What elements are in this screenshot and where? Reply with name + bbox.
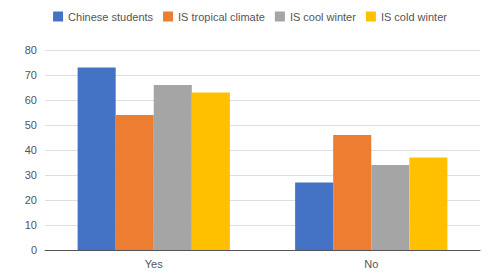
svg-text:Chinese students: Chinese students xyxy=(68,11,153,23)
svg-text:No: No xyxy=(364,258,378,270)
svg-text:40: 40 xyxy=(25,144,37,156)
svg-text:30: 30 xyxy=(25,169,37,181)
svg-text:10: 10 xyxy=(25,219,37,231)
svg-text:50: 50 xyxy=(25,119,37,131)
svg-text:IS cold winter: IS cold winter xyxy=(381,11,447,23)
svg-text:Yes: Yes xyxy=(145,258,163,270)
svg-text:IS cool winter: IS cool winter xyxy=(290,11,356,23)
svg-text:70: 70 xyxy=(25,69,37,81)
svg-text:20: 20 xyxy=(25,194,37,206)
svg-text:0: 0 xyxy=(31,244,37,256)
svg-text:60: 60 xyxy=(25,94,37,106)
svg-text:80: 80 xyxy=(25,44,37,56)
svg-text:IS tropical climate: IS tropical climate xyxy=(178,11,265,23)
